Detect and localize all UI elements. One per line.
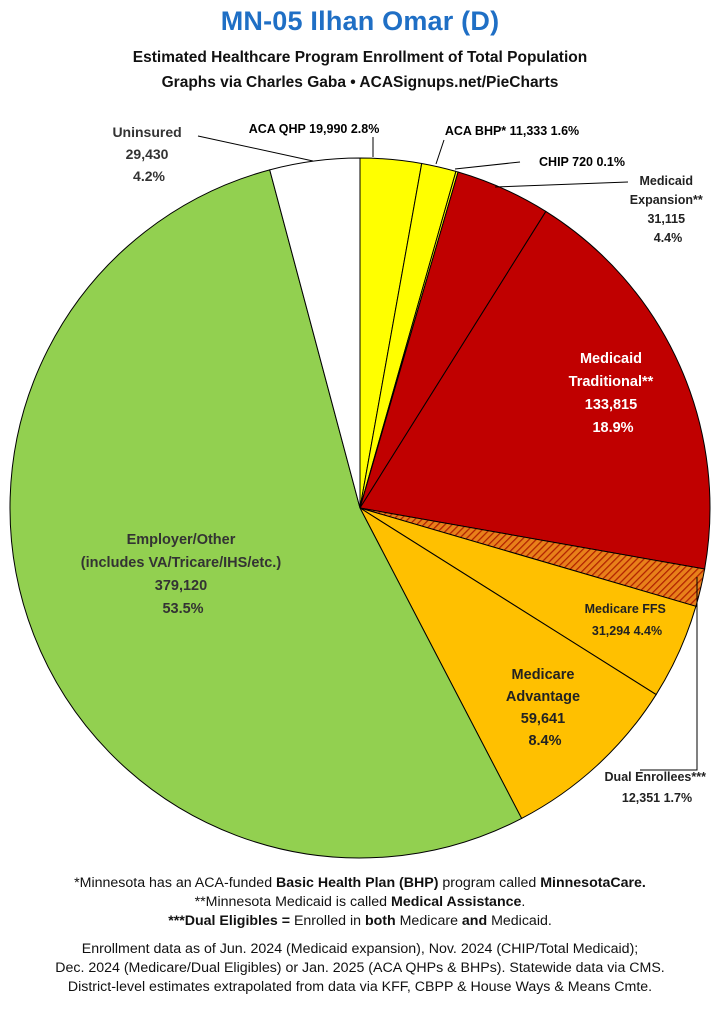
source-note-1: Enrollment data as of Jun. 2024 (Medicai… [81, 941, 639, 957]
pie-slice-medicaid-traditional [359, 210, 711, 570]
chart-source-line: Graphs via Charles Gaba • ACASignups.net… [161, 74, 559, 91]
pie-slice-uninsured [269, 157, 361, 509]
label-medicare-ffs: Medicare FFS 31,294 4.4% [585, 602, 670, 638]
source-note-2: Dec. 2024 (Medicare/Dual Eligibles) or J… [55, 960, 665, 976]
page-title: MN-05 Ilhan Omar (D) [220, 6, 500, 36]
pie-chart: ACA QHP 19,990 2.8% ACA BHP* 11,333 1.6%… [9, 122, 711, 859]
leader-line-dual-enrollees [640, 577, 698, 771]
label-employer-other: Employer/Other (includes VA/Tricare/IHS/… [81, 532, 285, 617]
footnote-bhp: *Minnesota has an ACA-funded Basic Healt… [74, 875, 646, 891]
label-medicaid-expansion: Medicaid Expansion** 31,115 4.4% [630, 174, 706, 245]
label-medicare-advantage: Medicare Advantage 59,641 8.4% [506, 667, 584, 749]
label-medicaid-traditional: Medicaid Traditional** 133,815 18.9% [569, 351, 658, 436]
label-aca-bhp: ACA BHP* 11,333 1.6% [445, 124, 579, 138]
chart-subtitle: Estimated Healthcare Program Enrollment … [132, 49, 588, 66]
leader-line-chip [454, 161, 521, 170]
label-aca-qhp: ACA QHP 19,990 2.8% [249, 122, 380, 136]
leader-line-medicaid-expansion [494, 181, 629, 188]
source-note-3: District-level estimates extrapolated fr… [67, 979, 653, 995]
footnote-medicaid: **Minnesota Medicaid is called Medical A… [194, 894, 526, 910]
leader-line-uninsured [197, 135, 314, 162]
footnotes: *Minnesota has an ACA-funded Basic Healt… [0, 874, 720, 931]
source-notes: Enrollment data as of Jun. 2024 (Medicai… [0, 940, 720, 997]
label-uninsured: Uninsured 29,430 4.2% [112, 124, 185, 184]
pie-slice-medicare-advantage [358, 506, 657, 820]
footnote-dual-eligibles: ***Dual Eligibles = Enrolled in both Med… [168, 913, 552, 929]
pie-slice-employer-other-includes-va-tricare-ihs-etc [9, 169, 523, 859]
label-dual-enrollees: Dual Enrollees*** 12,351 1.7% [605, 770, 710, 805]
label-chip: CHIP 720 0.1% [539, 155, 625, 169]
leader-line-aca-bhp [435, 139, 445, 165]
